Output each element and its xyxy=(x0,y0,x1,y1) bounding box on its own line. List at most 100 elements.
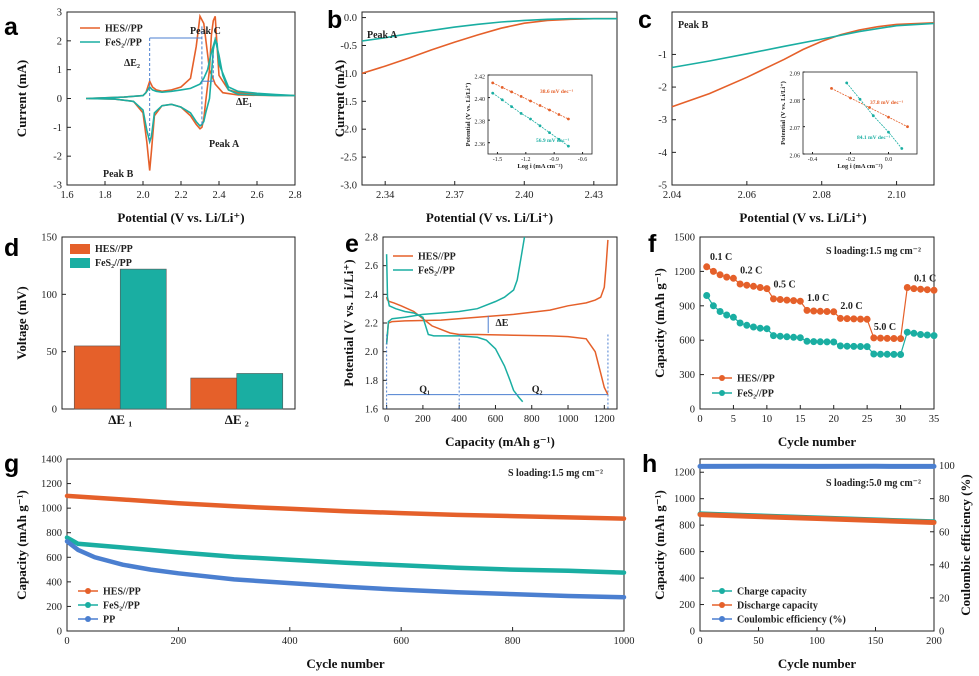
panel-e-annotation-de: ΔE xyxy=(495,318,508,329)
panel-b-inset-point-hes-pp xyxy=(529,99,532,103)
panel-a-ytick-label: -1 xyxy=(53,123,62,134)
panel-e-annotation-q1: Q₁ xyxy=(419,385,430,396)
panel-d-label: d xyxy=(4,234,19,262)
panel-a-xtick-label: 2.2 xyxy=(174,190,187,201)
panel-e-series-hes-pp-discharge xyxy=(385,296,609,396)
panel-h-ytick-label: 200 xyxy=(679,600,695,611)
panel-b-ytick-label: -2.0 xyxy=(340,125,357,136)
panel-h-xlabel: Cycle number xyxy=(778,656,857,671)
panel-c-inset-xlabel: Log i (mA cm⁻²) xyxy=(837,163,882,170)
panel-b-inset-point-hes-pp xyxy=(500,86,504,89)
panel-f-annotation-loading: S loading:1.5 mg cm⁻² xyxy=(826,246,921,257)
panel-h-label: h xyxy=(642,450,657,478)
panel-f-point-fes-pp xyxy=(790,333,798,341)
panel-f-ytick-label: 1500 xyxy=(674,233,695,244)
panel-f-point-hes-pp xyxy=(756,284,764,291)
panel-h-xtick-label: 200 xyxy=(926,636,942,647)
panel-b-inset-point-fes-pp xyxy=(567,144,570,148)
panel-c-xtick-label: 2.06 xyxy=(738,190,756,201)
panel-h-ytick-label: 1000 xyxy=(674,494,695,505)
panel-b-inset-point-fes-pp xyxy=(538,124,542,128)
panel-e-ytick-label: 2.0 xyxy=(365,347,378,358)
panel-h-annotation-loading: S loading:5.0 mg cm⁻² xyxy=(826,478,921,489)
panel-f-point-hes-pp xyxy=(703,263,711,271)
panel-f-point-fes-pp xyxy=(857,343,864,350)
panel-f-xtick-label: 30 xyxy=(895,414,906,425)
panel-h-ytick-label: 600 xyxy=(679,547,695,558)
panel-g-label: g xyxy=(4,450,19,478)
panel-b-inset-point-fes-pp xyxy=(519,112,523,115)
panel-f-point-hes-pp xyxy=(877,334,884,342)
panel-c-inset-xtick-label: -0.2 xyxy=(846,157,856,163)
panel-f-point-fes-pp xyxy=(923,331,931,339)
panel-b-inset-series-hes-pp xyxy=(492,82,569,120)
panel-e-ytick-label: 1.6 xyxy=(365,405,378,416)
panel-f-point-hes-pp xyxy=(830,308,838,316)
panel-a-annotation-de1: ΔE₁ xyxy=(236,97,252,108)
panel-f-point-hes-pp xyxy=(770,295,777,303)
panel-c-inset: -0.4 -0.2 0.0 2.09 2.08 2.07 2.06 37.8 mV dec⁻¹… xyxy=(780,71,918,170)
panel-a-ytick-label: 1 xyxy=(57,65,62,76)
panel-f-point-hes-pp xyxy=(723,273,731,281)
panel-f-point-hes-pp xyxy=(850,315,858,323)
panel-c-inset-point-fes-pp xyxy=(900,147,904,150)
panel-f-point-hes-pp xyxy=(743,281,751,289)
panel-e-series-fes-pp-discharge xyxy=(385,254,524,403)
panel-e-xtick-label: 200 xyxy=(415,414,431,425)
panel-f-point-hes-pp xyxy=(910,285,918,293)
panel-b-ytick-label: -1.5 xyxy=(340,97,357,108)
panel-f-rate-label: 0.1 C xyxy=(914,274,936,285)
panel-f-point-fes-pp xyxy=(843,342,851,350)
panel-f-point-fes-pp xyxy=(783,333,791,341)
panel-g-legend-label-pp: PP xyxy=(103,615,115,626)
panel-f-xtick-label: 20 xyxy=(828,414,839,425)
panel-c-inset-point-fes-pp xyxy=(871,114,875,118)
panel-g-xtick-label: 200 xyxy=(171,636,187,647)
panel-f-point-fes-pp xyxy=(743,321,751,329)
panel-g-ytick-label: 600 xyxy=(46,553,62,564)
panel-f-point-fes-pp xyxy=(770,332,777,340)
panel-d-legend-swatch xyxy=(70,244,90,254)
panel-f-point-fes-pp xyxy=(917,331,925,338)
panel-f-legend-marker xyxy=(719,390,725,396)
panel-h-y2tick-label: 0 xyxy=(939,627,944,638)
panel-f-point-hes-pp xyxy=(843,315,851,323)
panel-c-ytick-label: -2 xyxy=(658,83,667,94)
panel-a-ytick-label: -2 xyxy=(53,152,62,163)
panel-f-point-fes-pp xyxy=(763,325,771,333)
panel-d-frame xyxy=(61,236,296,410)
panel-a-legend-label-hes-pp: HES//PP xyxy=(105,24,143,35)
panel-f-point-hes-pp xyxy=(917,285,925,293)
panel-f-point-fes-pp xyxy=(863,343,871,351)
panel-c-xtick-label: 2.08 xyxy=(813,190,831,201)
panel-e-label: e xyxy=(345,230,359,258)
panel-f-point-hes-pp xyxy=(803,306,811,314)
panel-f-point-hes-pp xyxy=(870,334,878,342)
panel-e-xtick-label: 400 xyxy=(451,414,467,425)
panel-f-point-fes-pp xyxy=(810,338,818,346)
panel-c-frame xyxy=(671,11,935,186)
panel-f-point-hes-pp xyxy=(783,296,791,304)
panel-b-series-hes-pp xyxy=(361,17,617,75)
panel-b-inset-point-fes-pp xyxy=(510,105,513,108)
panel-f-point-fes-pp xyxy=(776,332,784,340)
panel-b-xtick-label: 2.40 xyxy=(515,190,533,201)
panel-h-legend-marker xyxy=(719,602,725,608)
panel-f-xlabel: Cycle number xyxy=(778,434,857,449)
panel-f-rate-label: 0.1 C xyxy=(710,252,732,263)
panel-b-inset-xtick-label: -1.2 xyxy=(521,157,531,163)
panel-d-bar-fes-pp-1 xyxy=(119,268,167,410)
panel-f-point-hes-pp xyxy=(863,315,871,323)
panel-g-ytick-label: 1200 xyxy=(41,479,62,490)
panel-f-rate-label: 5.0 C xyxy=(874,322,896,333)
panel-b-inset-point-hes-pp xyxy=(548,108,551,112)
panel-h-legend-label-discharge-capacity: Discharge capacity xyxy=(737,601,818,612)
panel-b-inset-xlabel: Log i (mA cm⁻²) xyxy=(517,163,562,170)
panel-f-point-hes-pp xyxy=(816,307,824,315)
panel-g-series-pp xyxy=(64,539,627,600)
panel-b-ytick-label: -1.0 xyxy=(340,69,357,80)
panel-e-ytick-label: 2.2 xyxy=(365,319,378,330)
panel-f-point-hes-pp xyxy=(716,271,724,279)
panel-b-inset-point-fes-pp xyxy=(500,98,504,102)
panel-b-inset-ytick-label: 2.36 xyxy=(475,142,486,148)
